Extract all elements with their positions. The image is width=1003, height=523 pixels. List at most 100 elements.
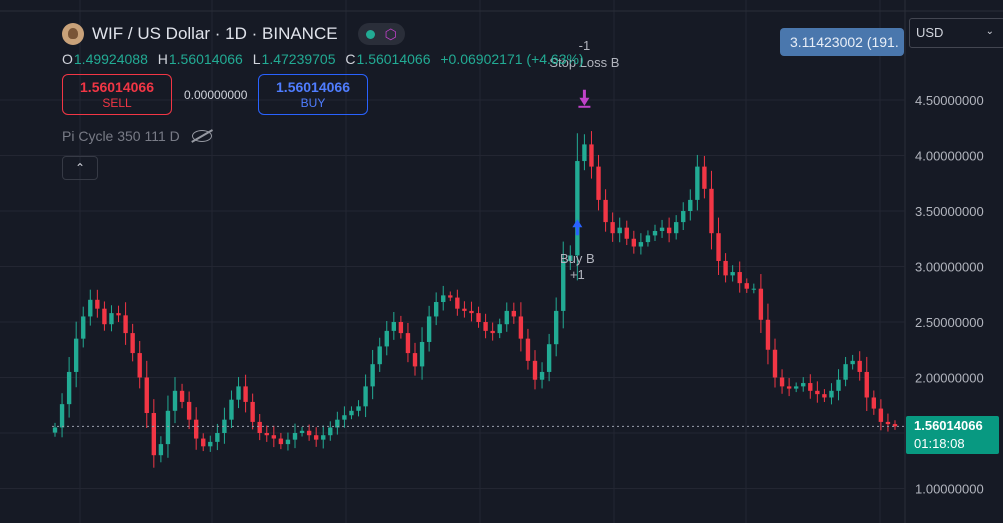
candle-body[interactable] xyxy=(871,397,877,409)
candle-body[interactable] xyxy=(88,299,93,317)
candle-body[interactable] xyxy=(638,242,644,247)
candle-body[interactable] xyxy=(779,377,785,387)
candle-body[interactable] xyxy=(158,444,164,456)
candle-body[interactable] xyxy=(328,427,333,436)
candle-body[interactable] xyxy=(546,344,552,372)
candle-body[interactable] xyxy=(836,379,841,391)
sell-button[interactable]: 1.56014066 SELL xyxy=(62,74,172,115)
candle-body[interactable] xyxy=(229,399,234,420)
candle-body[interactable] xyxy=(511,310,517,317)
eye-off-icon[interactable] xyxy=(191,130,212,142)
candle-body[interactable] xyxy=(186,401,192,420)
candle-body[interactable] xyxy=(553,310,559,345)
status-pill[interactable]: ⬡ xyxy=(357,23,405,45)
candle-body[interactable] xyxy=(363,386,368,407)
currency-select[interactable]: USD ⌄ xyxy=(909,18,1003,48)
candle-body[interactable] xyxy=(292,433,298,440)
candle-body[interactable] xyxy=(758,288,764,320)
candle-body[interactable] xyxy=(102,308,107,325)
candle-body[interactable] xyxy=(610,222,615,234)
candle-body[interactable] xyxy=(419,341,425,367)
candle-body[interactable] xyxy=(441,295,446,303)
candle-body[interactable] xyxy=(751,288,757,290)
candle-body[interactable] xyxy=(603,199,608,223)
candle-body[interactable] xyxy=(137,353,142,378)
candle-body[interactable] xyxy=(744,283,749,289)
candle-body[interactable] xyxy=(271,435,277,439)
candle-body[interactable] xyxy=(370,364,375,387)
candle-body[interactable] xyxy=(448,295,453,298)
candle-body[interactable] xyxy=(412,353,418,367)
candle-body[interactable] xyxy=(815,390,820,395)
candle-body[interactable] xyxy=(321,435,326,440)
candle-body[interactable] xyxy=(673,222,679,234)
symbol-title[interactable]: WIF / US Dollar · 1D · BINANCE xyxy=(92,24,338,43)
candle-body[interactable] xyxy=(285,439,291,445)
candle-body[interactable] xyxy=(130,333,135,354)
candle-body[interactable] xyxy=(144,377,149,414)
candle-body[interactable] xyxy=(405,333,411,354)
candle-body[interactable] xyxy=(306,430,312,436)
candle-body[interactable] xyxy=(201,438,206,447)
candle-body[interactable] xyxy=(737,272,742,284)
candle-body[interactable] xyxy=(575,161,580,256)
candle-body[interactable] xyxy=(617,227,622,234)
candle-body[interactable] xyxy=(765,319,771,350)
candle-body[interactable] xyxy=(568,255,573,261)
candle-body[interactable] xyxy=(426,316,432,342)
candle-body[interactable] xyxy=(561,260,566,311)
candle-body[interactable] xyxy=(299,430,305,433)
candle-body[interactable] xyxy=(215,433,220,442)
candle-body[interactable] xyxy=(335,419,340,428)
candle-body[interactable] xyxy=(772,349,778,378)
candle-body[interactable] xyxy=(356,406,361,411)
candle-body[interactable] xyxy=(243,386,248,402)
candle-body[interactable] xyxy=(716,233,721,261)
candle-body[interactable] xyxy=(73,338,79,372)
candle-body[interactable] xyxy=(645,235,651,243)
buy-button[interactable]: 1.56014066 BUY xyxy=(258,74,368,115)
candle-body[interactable] xyxy=(165,410,171,445)
candle-body[interactable] xyxy=(532,360,538,380)
candle-body[interactable] xyxy=(455,297,460,309)
candle-body[interactable] xyxy=(469,310,474,314)
candle-body[interactable] xyxy=(462,308,467,311)
candle-body[interactable] xyxy=(179,390,185,402)
candle-body[interactable] xyxy=(222,419,227,433)
candle-body[interactable] xyxy=(193,419,199,439)
candle-body[interactable] xyxy=(730,272,735,276)
candle-body[interactable] xyxy=(433,302,439,317)
candle-body[interactable] xyxy=(208,441,213,447)
candle-body[interactable] xyxy=(52,427,58,433)
candle-body[interactable] xyxy=(582,144,587,162)
candle-body[interactable] xyxy=(688,199,693,211)
candle-body[interactable] xyxy=(892,424,898,427)
candle-body[interactable] xyxy=(59,404,65,428)
candle-body[interactable] xyxy=(864,371,869,398)
candle-body[interactable] xyxy=(504,310,509,325)
candle-body[interactable] xyxy=(497,324,502,334)
candle-body[interactable] xyxy=(342,415,347,420)
candle-body[interactable] xyxy=(377,346,382,365)
candle-body[interactable] xyxy=(476,313,481,322)
candle-body[interactable] xyxy=(278,438,284,445)
candle-body[interactable] xyxy=(123,315,128,334)
candle-body[interactable] xyxy=(313,435,319,440)
candle-body[interactable] xyxy=(349,410,354,416)
candle-body[interactable] xyxy=(109,313,114,325)
candle-body[interactable] xyxy=(850,360,855,365)
candle-body[interactable] xyxy=(801,383,806,387)
candle-body[interactable] xyxy=(723,260,728,276)
candle-body[interactable] xyxy=(264,433,269,436)
indicator-legend[interactable]: Pi Cycle 350 111 D xyxy=(62,128,212,144)
candle-body[interactable] xyxy=(384,330,389,347)
price-axis[interactable]: 1.000000001.500000002.000000002.50000000… xyxy=(915,93,984,497)
candle-body[interactable] xyxy=(631,238,637,247)
candle-body[interactable] xyxy=(257,421,262,433)
candle-body[interactable] xyxy=(793,386,799,389)
candle-body[interactable] xyxy=(539,371,545,380)
candle-body[interactable] xyxy=(116,313,121,316)
candle-body[interactable] xyxy=(81,316,86,339)
candle-body[interactable] xyxy=(822,394,827,398)
